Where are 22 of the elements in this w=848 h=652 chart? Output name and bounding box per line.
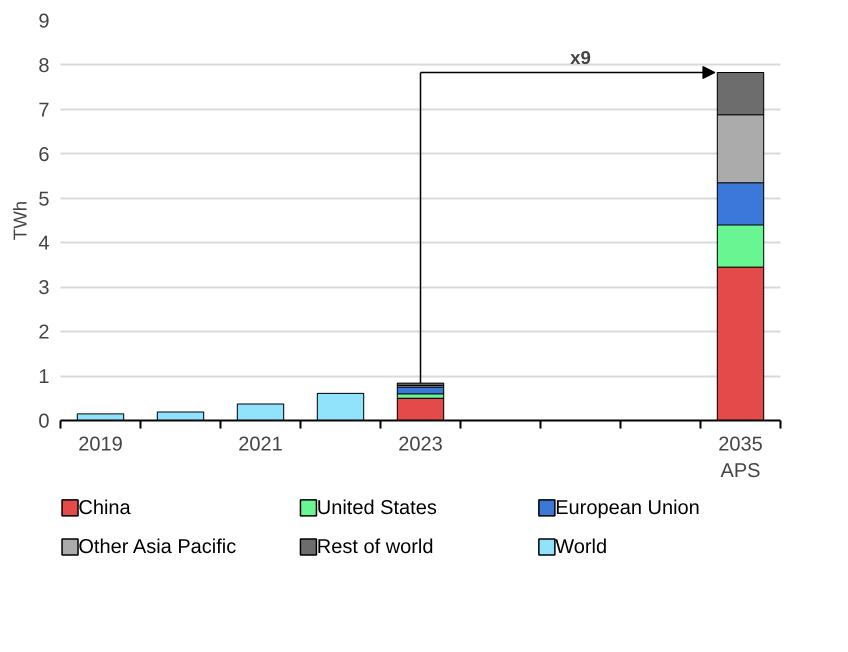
y-tick-label: 7	[38, 99, 50, 122]
x-tick-label: 2023	[398, 434, 443, 456]
legend-label: Other Asia Pacific	[78, 536, 236, 558]
x-tick-label: 2035 APS	[718, 434, 763, 482]
legend-label: United States	[316, 496, 437, 519]
y-tick-label: 4	[38, 232, 50, 255]
x-tick-label: 2021	[238, 434, 283, 456]
legend-label: China	[78, 496, 132, 519]
y-tick-label: 2	[38, 322, 50, 344]
y-tick-label: 9	[38, 10, 50, 32]
legend-label: World	[555, 536, 608, 558]
y-axis-title: TWh	[9, 200, 30, 240]
y-tick-label: 6	[38, 144, 50, 166]
legend-label: Rest of world	[316, 536, 434, 558]
y-tick-label: 0	[38, 410, 50, 432]
x-tick-label: 2019	[78, 434, 123, 456]
y-tick-label: 5	[38, 188, 50, 210]
legend-label: European Union	[555, 496, 700, 519]
y-tick-label: 8	[38, 54, 50, 77]
y-tick-label: 3	[38, 277, 50, 300]
annotation: x9	[570, 47, 591, 68]
y-tick-label: 1	[38, 366, 50, 388]
